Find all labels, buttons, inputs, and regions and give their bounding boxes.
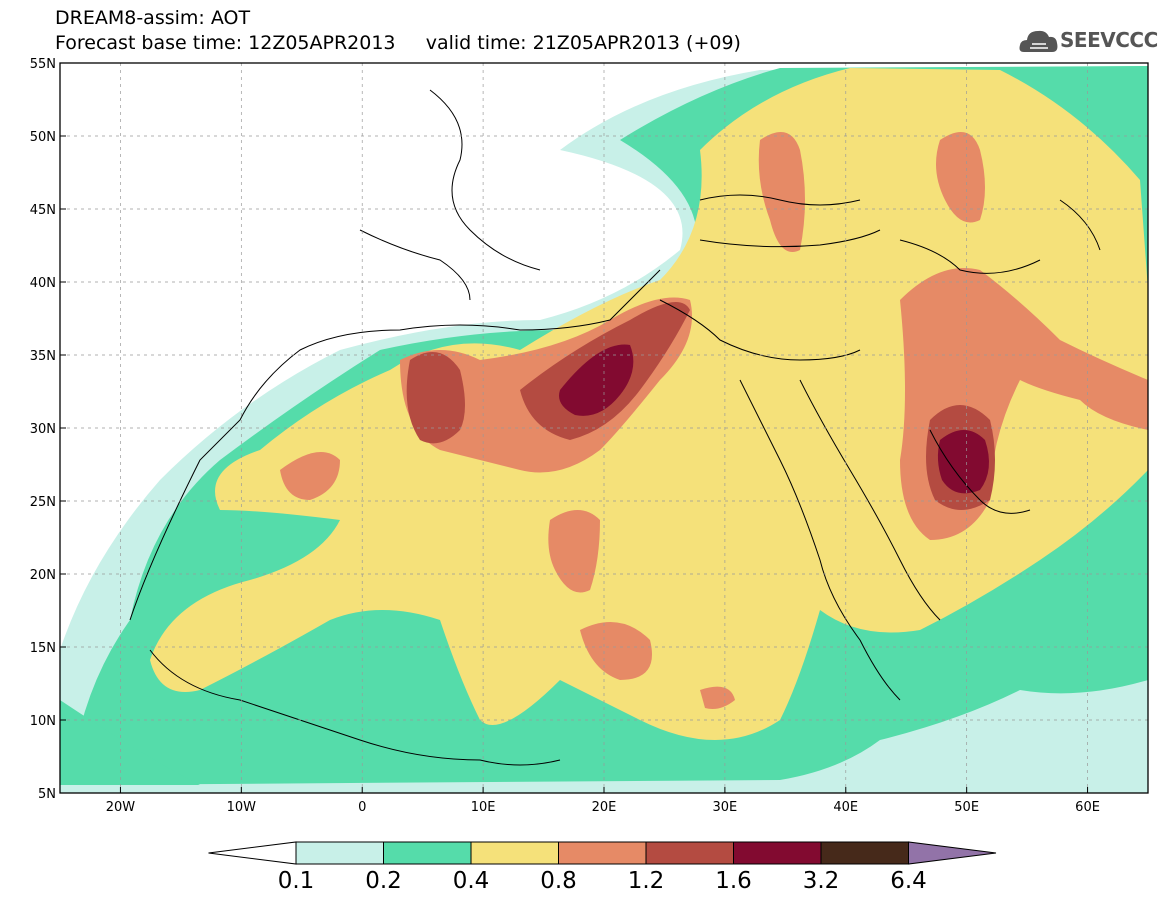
lon-tick-label: 40E bbox=[833, 800, 858, 815]
lon-tick-label: 10W bbox=[227, 800, 257, 815]
lon-tick-label: 10E bbox=[471, 800, 496, 815]
latitude-axis: 55N 50N 45N 40N 35N 30N 25N 20N 15N 10N 5N bbox=[30, 57, 66, 802]
colorbar-label: 0.2 bbox=[365, 868, 402, 894]
colorbar-segment bbox=[820, 841, 909, 865]
colorbar-label: 6.4 bbox=[890, 868, 927, 894]
colorbar-under-arrow bbox=[208, 841, 297, 865]
colorbar-segment bbox=[558, 841, 647, 865]
colorbar bbox=[208, 841, 997, 865]
lat-tick-label: 35N bbox=[30, 349, 56, 364]
colorbar-label: 3.2 bbox=[802, 868, 840, 894]
map-title: DREAM8-assim: AOT bbox=[55, 7, 251, 29]
logo-text: SEEVCCC bbox=[1060, 28, 1158, 52]
lat-tick-label: 25N bbox=[30, 495, 56, 510]
cloud-logo-icon bbox=[1019, 30, 1058, 52]
lon-tick-label: 0 bbox=[358, 800, 366, 815]
aot-level-0.4 bbox=[150, 68, 1148, 740]
graticule bbox=[60, 63, 1148, 793]
lat-tick-label: 50N bbox=[30, 130, 56, 145]
colorbar-label: 1.6 bbox=[715, 868, 752, 894]
longitude-axis: 20W 10W 0 10E 20E 30E 40E 50E 60E bbox=[106, 787, 1100, 815]
lat-tick-label: 30N bbox=[30, 422, 56, 437]
colorbar-segment bbox=[733, 841, 822, 865]
colorbar-label: 0.1 bbox=[277, 868, 315, 894]
lat-tick-label: 45N bbox=[30, 203, 56, 218]
forecast-times: Forecast base time: 12Z05APR2013 valid t… bbox=[55, 32, 741, 54]
colorbar-segment bbox=[645, 841, 734, 865]
colorbar-segment bbox=[295, 841, 384, 865]
aot-level-1.6 bbox=[559, 344, 989, 494]
lat-tick-label: 5N bbox=[38, 787, 56, 802]
lon-tick-label: 20E bbox=[592, 800, 617, 815]
lon-tick-label: 50E bbox=[954, 800, 979, 815]
lat-tick-label: 55N bbox=[30, 57, 56, 72]
colorbar-label: 1.2 bbox=[627, 868, 665, 894]
colorbar-segment bbox=[383, 841, 472, 865]
lat-tick-label: 15N bbox=[30, 641, 56, 656]
lat-tick-label: 20N bbox=[30, 568, 56, 583]
colorbar-label: 0.4 bbox=[452, 868, 490, 894]
lon-tick-label: 60E bbox=[1075, 800, 1100, 815]
lat-tick-label: 40N bbox=[30, 276, 56, 291]
lon-tick-label: 30E bbox=[713, 800, 738, 815]
colorbar-label: 0.8 bbox=[540, 868, 577, 894]
lon-tick-label: 20W bbox=[106, 800, 136, 815]
coastlines bbox=[129, 89, 1101, 766]
colorbar-over-arrow bbox=[908, 841, 997, 865]
colorbar-segment bbox=[470, 841, 559, 865]
lat-tick-label: 10N bbox=[30, 714, 56, 729]
